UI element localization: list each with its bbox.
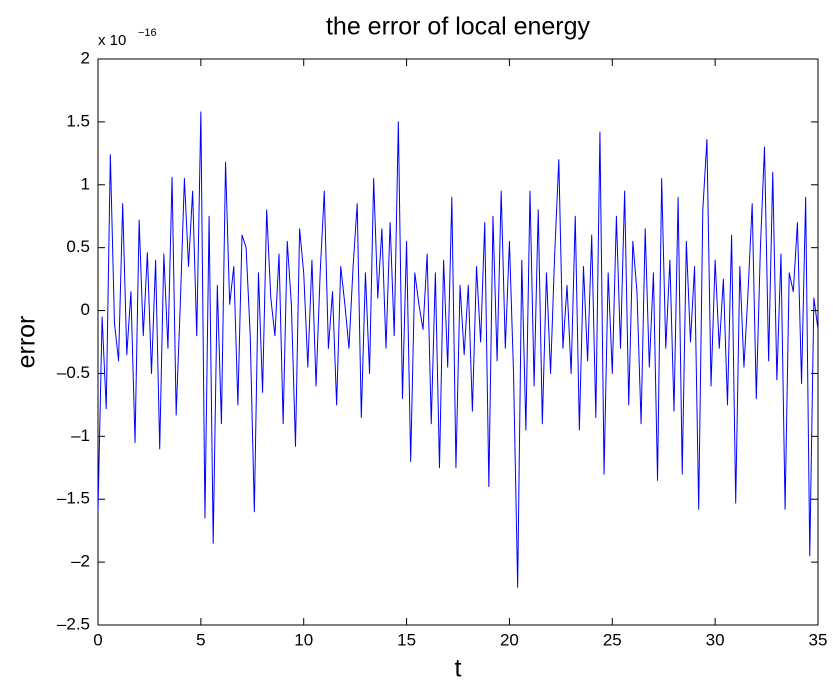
y-tick-label: –1.5 [57, 489, 90, 508]
y-tick-label: 0 [81, 300, 90, 319]
x-tick-label: 35 [809, 630, 828, 649]
y-axis-label: error [13, 316, 41, 369]
y-tick-label: 0.5 [66, 237, 90, 256]
x-tick-label: 25 [603, 630, 622, 649]
y-tick-label: –0.5 [57, 363, 90, 382]
y-scale-exponent: −16 [138, 27, 157, 39]
data-line [97, 111, 819, 588]
x-tick-label: 20 [500, 630, 519, 649]
y-tick-label: 2 [81, 48, 90, 67]
y-tick-label: –2.5 [57, 614, 90, 633]
y-tick-label: –1 [71, 426, 90, 445]
x-tick-label: 0 [93, 630, 102, 649]
x-tick-label: 5 [196, 630, 205, 649]
plot-frame [97, 58, 819, 626]
y-tick-label: –2 [71, 552, 90, 571]
x-axis-label: t [455, 655, 462, 683]
y-tick-label: 1 [81, 174, 90, 193]
x-tick-label: 15 [397, 630, 416, 649]
chart-title: the error of local energy [326, 13, 591, 41]
y-scale-label: x 10 [98, 32, 126, 49]
x-tick-label: 30 [706, 630, 725, 649]
y-tick-label: 1.5 [66, 111, 90, 130]
x-tick-label: 10 [294, 630, 313, 649]
